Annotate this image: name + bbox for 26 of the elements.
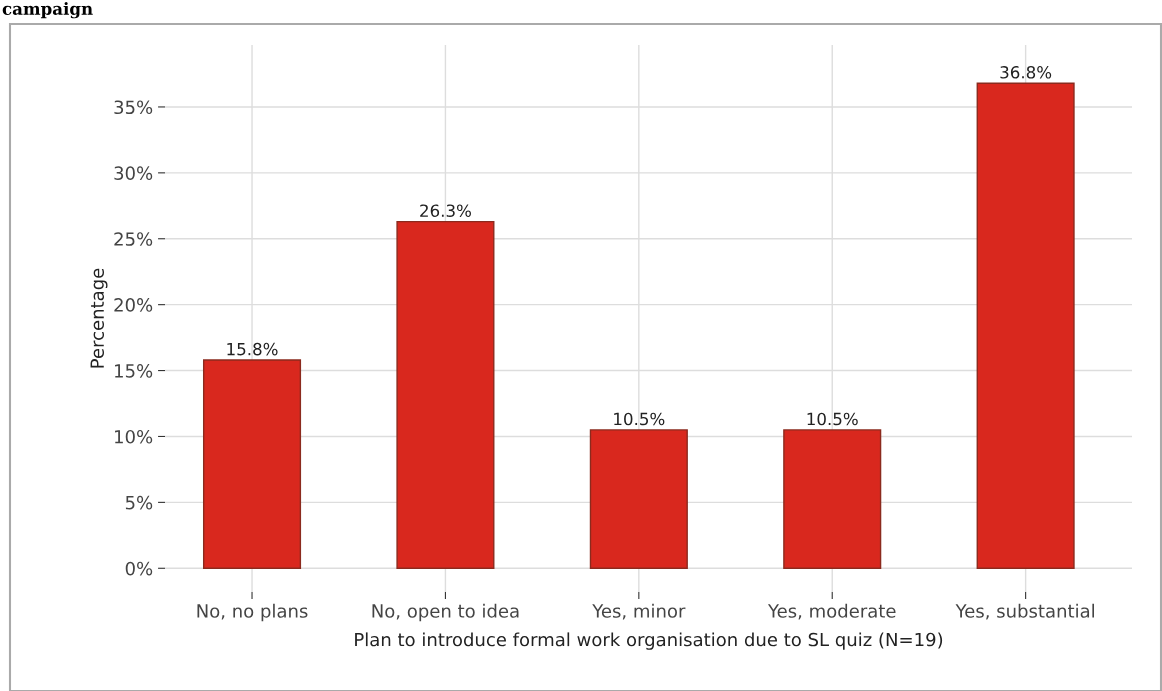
chart-title: campaign bbox=[2, 2, 93, 19]
y-axis-title: Percentage bbox=[90, 268, 108, 368]
y-tick-label: 30% bbox=[114, 166, 153, 180]
bar bbox=[202, 359, 302, 569]
x-tick-label: No, no plans bbox=[197, 603, 308, 622]
data-label: 26.3% bbox=[420, 204, 471, 217]
bar bbox=[976, 82, 1075, 569]
x-tick-label: Yes, minor bbox=[592, 603, 686, 620]
x-tick-label: Yes, substantial bbox=[955, 603, 1094, 620]
y-tick-label: 25% bbox=[114, 232, 153, 246]
x-tick-label: No, open to idea bbox=[372, 603, 519, 622]
data-label: 10.5% bbox=[807, 412, 858, 426]
x-axis-title: Plan to introduce formal work organisation due to SL quiz (N=19) bbox=[355, 632, 943, 650]
x-tick-label: Yes, moderate bbox=[767, 603, 896, 620]
bar bbox=[396, 220, 495, 569]
y-tick-label: 35% bbox=[114, 100, 153, 115]
y-tick-label: 10% bbox=[115, 429, 153, 444]
bar bbox=[783, 429, 882, 569]
y-tick-label: 15% bbox=[115, 364, 153, 378]
data-label: 15.8% bbox=[227, 342, 278, 356]
y-tick-label: 20% bbox=[114, 298, 153, 312]
y-tick-label: 5% bbox=[125, 495, 153, 510]
data-label: 10.5% bbox=[614, 412, 665, 426]
y-tick-label: 0% bbox=[125, 561, 153, 576]
data-label: 36.8% bbox=[1000, 66, 1052, 79]
bar bbox=[589, 429, 688, 569]
